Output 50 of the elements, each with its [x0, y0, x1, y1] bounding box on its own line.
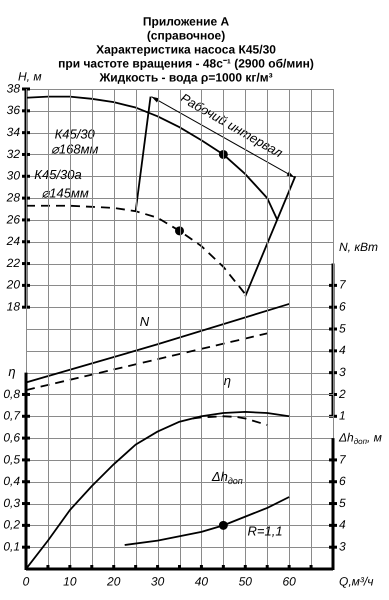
annotation: N — [140, 314, 150, 330]
annotation: η — [224, 372, 231, 388]
y2-tick-label: 6 — [339, 300, 346, 314]
x-tick-label: 0 — [22, 574, 30, 588]
y2-tick-label: 5 — [339, 321, 346, 336]
x-tick-label: 40 — [194, 574, 208, 588]
y-tick-label: 0,4 — [3, 474, 20, 488]
y-tick-label: 0,1 — [3, 540, 20, 554]
y2-axis-title: N, кВт — [339, 240, 378, 254]
y-tick-label: 38 — [6, 81, 20, 96]
y-tick-label: 0,8 — [3, 386, 20, 401]
y2-tick-label: 5 — [339, 496, 346, 510]
chart-title: Приложение А (справочное) Характеристика насоса К45/30 при частоте вращения - 48с⁻¹ (2900 об/мин) Жидкость - вода ρ=1000 кг/м³ — [58, 14, 314, 84]
y2-tick-label: 2 — [338, 386, 346, 401]
line-series — [192, 415, 268, 426]
y2-tick-label: 7 — [339, 278, 347, 292]
y2-tick-label: 4 — [339, 518, 346, 532]
y-tick-label: 0,5 — [3, 452, 20, 466]
y-tick-label: 0,3 — [3, 496, 20, 510]
annotation: К45/30 — [54, 126, 96, 142]
y-tick-label: 0,7 — [3, 408, 22, 423]
y-tick-label: 32 — [6, 146, 20, 161]
x-tick-label: 30 — [150, 574, 165, 588]
y-tick-label: 36 — [6, 103, 20, 118]
y-tick-label: 34 — [6, 124, 20, 139]
y-tick-label: 30 — [6, 168, 20, 183]
x-tick-label: 60 — [282, 574, 296, 588]
y2-tick-label: 3 — [339, 365, 346, 380]
y-tick-label: 20 — [6, 278, 20, 292]
x-tick-label: 20 — [106, 574, 121, 588]
annotation: К45/30а — [34, 166, 82, 182]
y-tick-label: 0,2 — [3, 518, 20, 532]
y2-tick-label: 3 — [339, 540, 346, 554]
annotation: ⌀145мм — [41, 185, 89, 200]
x-tick-label: 50 — [238, 574, 252, 588]
y-tick-label: 0,6 — [3, 430, 20, 444]
y-tick-label: 24 — [6, 234, 20, 248]
y2-tick-label: 7 — [339, 452, 347, 466]
y-tick-label: 28 — [6, 190, 20, 204]
y-tick-label: 22 — [6, 256, 20, 270]
y-axis-title: H, м — [18, 69, 42, 84]
annotation: R=1,1 — [247, 524, 283, 539]
x-axis-title: Q,м³/ч — [339, 574, 374, 588]
y2-tick-label: 6 — [339, 474, 346, 488]
x-tick-label: 10 — [63, 574, 77, 588]
y2-tick-label: 1 — [339, 408, 346, 423]
y2-tick-label: 4 — [339, 343, 346, 358]
y-axis-title: η — [8, 364, 16, 380]
y-tick-label: 18 — [6, 300, 20, 314]
y-tick-label: 26 — [6, 212, 20, 226]
